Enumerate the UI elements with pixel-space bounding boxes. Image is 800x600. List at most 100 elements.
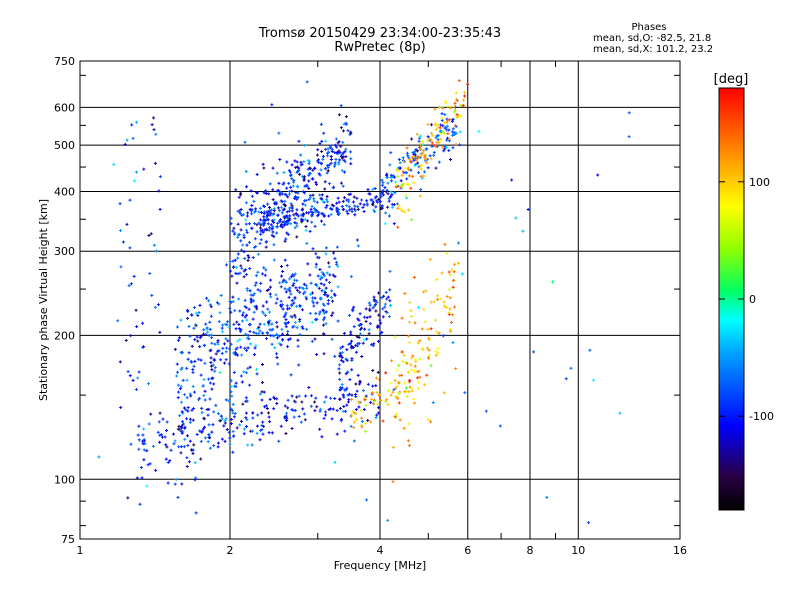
data-point — [387, 314, 391, 318]
data-point — [407, 422, 411, 426]
data-point — [226, 320, 230, 324]
data-point — [224, 350, 228, 354]
data-point — [314, 318, 318, 322]
data-point — [214, 352, 218, 356]
data-point — [324, 395, 328, 399]
data-point — [261, 230, 265, 234]
data-point — [307, 173, 311, 177]
data-point — [353, 204, 357, 208]
data-point — [526, 207, 530, 211]
data-point — [423, 155, 427, 159]
data-point — [134, 308, 138, 312]
data-point — [286, 329, 290, 333]
data-point — [268, 182, 272, 186]
data-point — [453, 108, 457, 112]
data-point — [335, 245, 339, 249]
data-point — [327, 261, 331, 265]
data-point — [309, 171, 313, 175]
data-point — [276, 206, 280, 210]
data-point — [315, 159, 319, 163]
data-point — [179, 318, 183, 322]
data-point — [326, 165, 330, 169]
data-point — [443, 126, 447, 130]
data-point — [333, 161, 337, 165]
data-point — [374, 195, 378, 199]
data-point — [263, 228, 267, 232]
data-point — [378, 378, 382, 382]
data-point — [434, 127, 438, 131]
data-point — [351, 410, 355, 414]
data-point — [186, 308, 190, 312]
data-point — [410, 218, 414, 222]
data-point — [247, 337, 251, 341]
plot-frame — [79, 60, 681, 540]
data-point — [352, 325, 356, 329]
data-point — [244, 222, 248, 226]
data-point — [271, 230, 275, 234]
data-point — [400, 373, 404, 377]
data-point — [419, 167, 423, 171]
data-point — [329, 158, 333, 162]
data-point — [310, 320, 314, 324]
data-point — [246, 214, 250, 218]
data-point — [203, 436, 207, 440]
data-point — [153, 305, 157, 309]
data-point — [290, 299, 294, 303]
data-point — [234, 381, 238, 385]
data-point — [345, 386, 349, 390]
data-point — [381, 315, 385, 319]
data-point — [179, 429, 183, 433]
data-point — [219, 294, 223, 298]
data-point — [398, 166, 402, 170]
data-point — [341, 184, 345, 188]
data-point — [447, 270, 451, 274]
data-point — [408, 378, 412, 382]
data-point — [289, 173, 293, 177]
data-point — [377, 406, 381, 410]
data-point — [276, 188, 280, 192]
data-point — [210, 376, 214, 380]
data-point — [265, 331, 269, 335]
data-point — [244, 218, 248, 222]
data-point — [261, 331, 265, 335]
data-point — [357, 382, 361, 386]
data-point — [193, 461, 197, 465]
data-point — [437, 140, 441, 144]
data-point — [295, 288, 299, 292]
data-point — [447, 137, 451, 141]
data-point — [431, 134, 435, 138]
data-point — [323, 400, 327, 404]
data-point — [208, 349, 212, 353]
data-point — [354, 350, 358, 354]
data-point — [278, 209, 282, 213]
data-point — [321, 154, 325, 158]
data-point — [211, 423, 215, 427]
data-point — [193, 338, 197, 342]
data-point — [202, 416, 206, 420]
data-point — [322, 131, 326, 135]
data-point — [259, 223, 263, 227]
data-point — [270, 219, 274, 223]
data-point — [317, 211, 321, 215]
data-point — [229, 390, 233, 394]
data-point — [214, 403, 218, 407]
data-point — [419, 188, 423, 192]
data-point — [363, 327, 367, 331]
data-point — [298, 172, 302, 176]
data-point — [337, 160, 341, 164]
data-point — [285, 280, 289, 284]
data-point — [283, 223, 287, 227]
data-point — [341, 393, 345, 397]
data-point — [175, 325, 179, 329]
data-point — [262, 166, 266, 170]
data-point — [118, 202, 122, 206]
data-point — [321, 318, 325, 322]
data-point — [146, 382, 150, 386]
data-point — [315, 405, 319, 409]
data-point — [207, 299, 211, 303]
data-point — [277, 131, 281, 135]
data-point — [296, 184, 300, 188]
data-point — [380, 206, 384, 210]
data-point — [438, 105, 442, 109]
data-point — [242, 432, 246, 436]
